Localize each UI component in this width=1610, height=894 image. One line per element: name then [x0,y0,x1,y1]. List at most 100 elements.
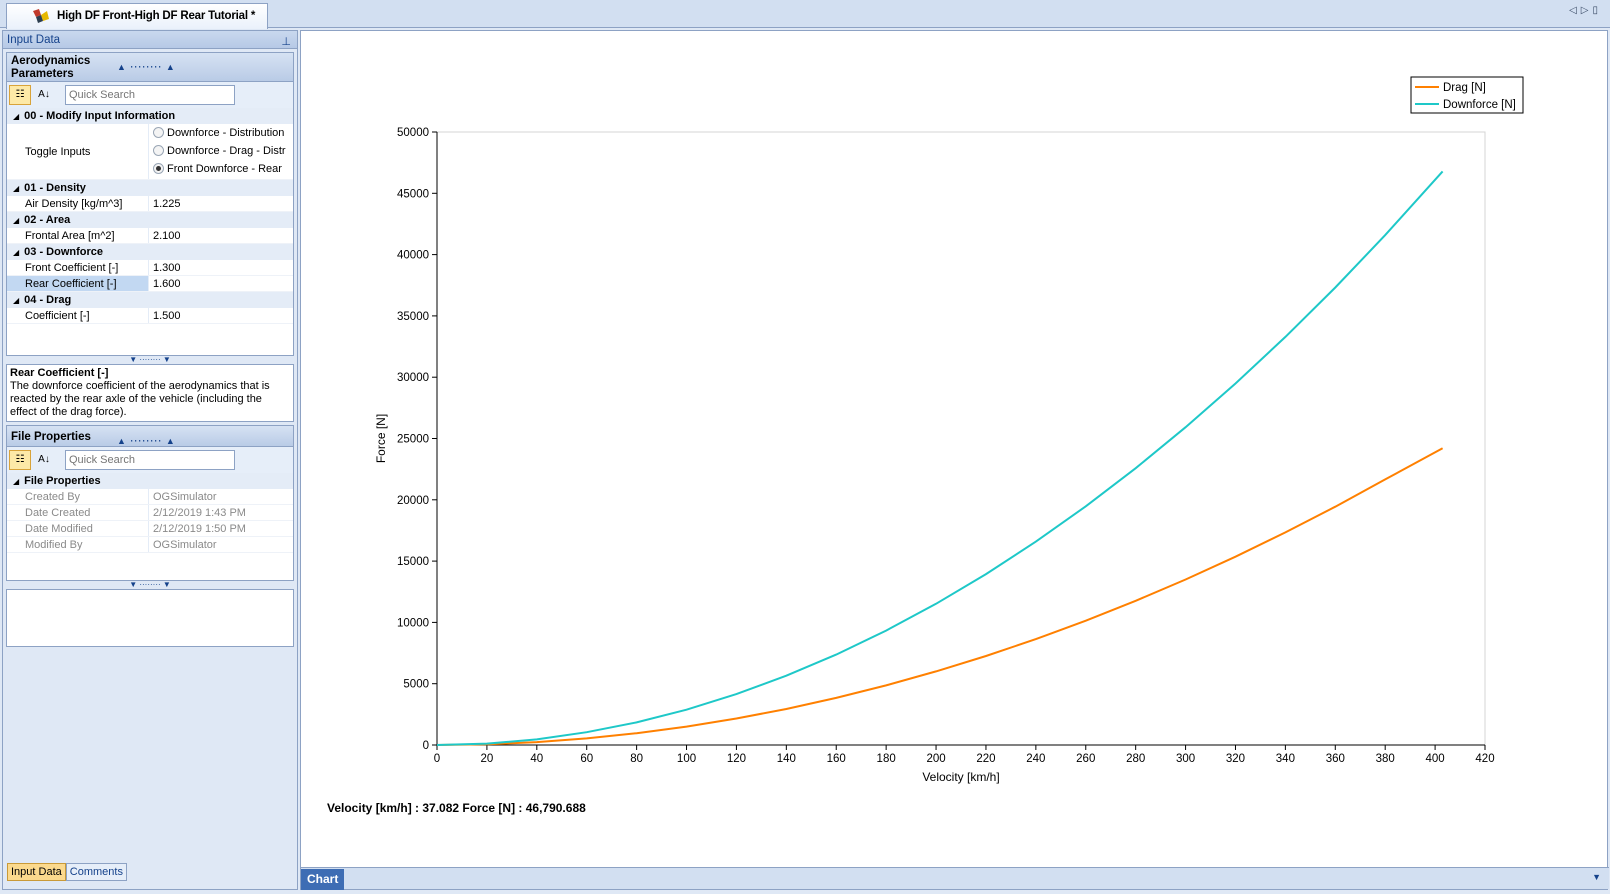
toggle-inputs-options: Downforce - Distribution Downforce - Dra… [149,124,293,179]
radio-option[interactable]: Downforce - Drag - Distr [153,142,293,160]
category-downforce[interactable]: ◢ 03 - Downforce [7,244,293,260]
alphabetical-sort-icon[interactable]: A↓ [38,454,50,465]
document-tab[interactable]: High DF Front-High DF Rear Tutorial * [6,3,269,29]
splitter-grip-icon[interactable]: ▼ ········ ▼ [129,580,171,589]
x-tick-label: 220 [976,753,995,765]
x-tick-label: 200 [926,753,945,765]
drag-coefficient-row[interactable]: Coefficient [-] 1.500 [7,308,293,324]
x-tick-label: 100 [677,753,696,765]
description-text: The downforce coefficient of the aerodyn… [10,380,270,418]
tab-input-data[interactable]: Input Data [7,863,66,881]
splitter-grip-icon[interactable]: ▼ ········ ▼ [129,355,171,364]
y-tick-label: 0 [423,740,429,752]
left-bottom-tabs: Input Data Comments [7,863,127,883]
aero-toolbar: ☷ A↓ [6,82,294,108]
x-tick-label: 0 [434,753,440,765]
file-property-grid: ◢ File Properties Created By OGSimulator D… [6,473,294,581]
radio-option[interactable]: Downforce - Distribution [153,124,293,142]
rear-coefficient-row[interactable]: Rear Coefficient [-] 1.600 [7,276,293,292]
front-coefficient-value[interactable]: 1.300 [153,262,181,274]
file-property-row: Modified By OGSimulator [7,537,293,553]
aero-section-header[interactable]: Aerodynamics Parameters ▲ ········ ▲ [6,52,294,82]
y-tick-label: 15000 [397,556,429,568]
plot-area-frame [436,131,1486,746]
collapse-triangle-icon[interactable]: ◢ [13,184,20,193]
aero-property-grid: ◢ 00 - Modify Input Information Toggle In… [6,108,294,356]
y-tick-label: 50000 [397,127,429,139]
legend-entry: Drag [N] [1443,82,1486,94]
scroll-left-icon[interactable]: ◁ [1569,5,1581,16]
cursor-readout: Velocity [km/h] : 37.082 Force [N] : 46,… [327,801,586,815]
y-tick-label: 20000 [397,495,429,507]
input-data-panel: Input Data ⊥ Aerodynamics Parameters ▲ ·… [2,30,298,890]
chevron-down-icon[interactable]: ▼ [1592,872,1601,882]
y-tick-label: 45000 [397,188,429,200]
x-tick-label: 400 [1426,753,1445,765]
x-tick-label: 180 [877,753,896,765]
air-density-value[interactable]: 1.225 [153,198,181,210]
x-tick-label: 140 [777,753,796,765]
collapse-triangle-icon[interactable]: ◢ [13,296,20,305]
frontal-area-row[interactable]: Frontal Area [m^2] 2.100 [7,228,293,244]
x-tick-label: 380 [1376,753,1395,765]
category-file-properties[interactable]: ◢ File Properties [7,473,293,489]
x-tick-label: 240 [1026,753,1045,765]
radio-button-icon[interactable] [153,145,164,156]
drag-coefficient-value[interactable]: 1.500 [153,310,181,322]
radio-option[interactable]: Front Downforce - Rear [153,160,293,178]
file-section-header[interactable]: File Properties ▲ ········ ▲ [6,425,294,447]
x-tick-label: 260 [1076,753,1095,765]
collapse-triangle-icon[interactable]: ◢ [13,216,20,225]
categorized-view-icon[interactable]: ☷ [9,450,31,470]
air-density-row[interactable]: Air Density [kg/m^3] 1.225 [7,196,293,212]
file-description-box [6,589,294,647]
description-title: Rear Coefficient [-] [10,367,109,379]
series-line-drag [436,447,1444,746]
x-tick-label: 420 [1475,753,1494,765]
collapse-grip-icon[interactable]: ▲ ········ ▲ [117,436,176,446]
categorized-view-icon[interactable]: ☷ [9,85,31,105]
x-tick-label: 320 [1226,753,1245,765]
y-tick-label: 5000 [403,679,429,691]
chart-tab-bar: Chart ▼ [301,867,1609,890]
frontal-area-value[interactable]: 2.100 [153,230,181,242]
x-tick-label: 160 [827,753,846,765]
file-section-title: File Properties [11,431,91,443]
collapse-triangle-icon[interactable]: ◢ [13,248,20,257]
category-drag[interactable]: ◢ 04 - Drag [7,292,293,308]
legend-box [1410,76,1524,114]
category-area[interactable]: ◢ 02 - Area [7,212,293,228]
tab-scroll-arrows[interactable]: ◁▷▯ [1569,5,1602,16]
category-modify-input[interactable]: ◢ 00 - Modify Input Information [7,108,293,124]
x-tick-label: 80 [630,753,643,765]
toggle-inputs-row: Toggle Inputs Downforce - Distribution D… [7,124,293,180]
file-quick-search-input[interactable] [65,450,235,470]
y-tick-label: 30000 [397,372,429,384]
tab-comments[interactable]: Comments [65,863,127,881]
aero-quick-search-input[interactable] [65,85,235,105]
radio-button-icon[interactable] [153,127,164,138]
panel-title: Input Data [7,34,61,46]
file-property-row: Date Created 2/12/2019 1:43 PM [7,505,293,521]
y-axis-label: Force [N] [374,414,388,463]
collapse-grip-icon[interactable]: ▲ ········ ▲ [117,62,176,72]
force-velocity-chart[interactable]: 0 5000 10000 15000 20000 25000 30000 35000 40000… [301,31,1607,867]
panel-title-bar: Input Data ⊥ [3,31,297,49]
collapse-triangle-icon[interactable]: ◢ [13,112,20,121]
x-tick-label: 40 [530,753,543,765]
front-coefficient-row[interactable]: Front Coefficient [-] 1.300 [7,260,293,276]
radio-button-selected-icon[interactable] [153,163,164,174]
close-tab-icon[interactable]: ▯ [1592,5,1602,16]
pin-icon[interactable]: ⊥ [281,36,291,48]
property-description: Rear Coefficient [-] The downforce coeff… [6,364,294,422]
alphabetical-sort-icon[interactable]: A↓ [38,89,50,100]
category-density[interactable]: ◢ 01 - Density [7,180,293,196]
legend-entry: Downforce [N] [1443,99,1516,111]
scroll-right-icon[interactable]: ▷ [1580,5,1593,16]
collapse-triangle-icon[interactable]: ◢ [13,477,20,486]
tab-chart[interactable]: Chart [301,869,345,890]
file-property-row: Date Modified 2/12/2019 1:50 PM [7,521,293,537]
x-tick-label: 120 [727,753,746,765]
aero-section-title: Aerodynamics Parameters [11,55,91,80]
rear-coefficient-value[interactable]: 1.600 [153,278,181,290]
